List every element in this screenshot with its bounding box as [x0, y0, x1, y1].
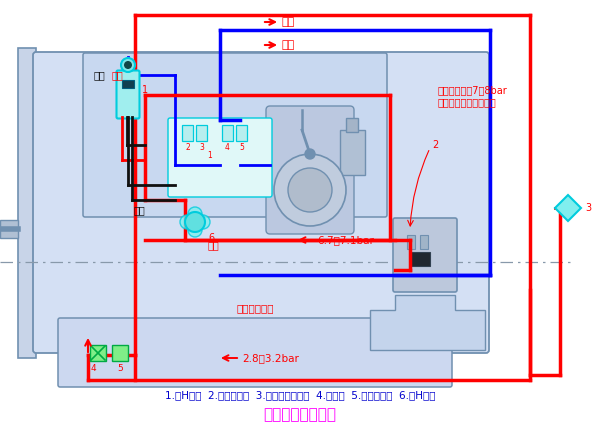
- Bar: [18, 48, 36, 358]
- FancyBboxPatch shape: [168, 118, 272, 197]
- Text: 4: 4: [90, 364, 96, 373]
- Text: 5: 5: [239, 143, 244, 152]
- Bar: [222, 125, 233, 141]
- Text: 6.7～7.1bar: 6.7～7.1bar: [317, 235, 374, 245]
- FancyBboxPatch shape: [83, 53, 387, 217]
- Text: 1: 1: [208, 151, 212, 160]
- Bar: [407, 235, 415, 249]
- Text: 2: 2: [185, 143, 190, 152]
- Circle shape: [305, 149, 315, 159]
- Bar: [420, 235, 428, 249]
- Bar: [0, 220, 18, 238]
- Circle shape: [121, 58, 135, 72]
- Polygon shape: [555, 195, 581, 221]
- Text: 2: 2: [432, 140, 438, 150]
- Circle shape: [188, 223, 202, 237]
- Bar: [90, 345, 106, 361]
- Text: 3: 3: [199, 143, 204, 152]
- Bar: [346, 118, 358, 132]
- Circle shape: [288, 168, 332, 212]
- Circle shape: [188, 207, 202, 221]
- Text: （来自汽车的储气罐）: （来自汽车的储气罐）: [438, 97, 497, 107]
- Text: 3: 3: [585, 203, 591, 213]
- Circle shape: [274, 154, 346, 226]
- Bar: [122, 80, 134, 88]
- Bar: [196, 125, 207, 141]
- FancyBboxPatch shape: [116, 71, 139, 119]
- Text: 低档: 低档: [282, 40, 295, 50]
- Text: 红色: 红色: [208, 240, 220, 250]
- Text: 2.8～3.2bar: 2.8～3.2bar: [242, 353, 299, 363]
- Text: 6: 6: [208, 233, 214, 243]
- Text: 高档: 高档: [282, 17, 295, 27]
- Bar: [182, 125, 193, 141]
- FancyBboxPatch shape: [33, 52, 489, 353]
- Bar: [410, 252, 430, 266]
- Circle shape: [196, 215, 210, 229]
- Text: 1.双H气阀  2.范围档气缸  3.空气滤清调节器  4.空气阀  5.离合器踏板  6.单H气阀: 1.双H气阀 2.范围档气缸 3.空气滤清调节器 4.空气阀 5.离合器踏板 6…: [165, 390, 435, 400]
- Circle shape: [185, 212, 205, 232]
- Circle shape: [180, 215, 194, 229]
- Text: 压缩空气入口7～8bar: 压缩空气入口7～8bar: [438, 85, 508, 95]
- Polygon shape: [370, 295, 485, 350]
- Text: 红色: 红色: [112, 70, 124, 80]
- Text: 5: 5: [117, 364, 123, 373]
- Bar: [236, 125, 247, 141]
- Text: 4: 4: [225, 143, 230, 152]
- Circle shape: [124, 61, 132, 69]
- Bar: [340, 130, 365, 175]
- FancyBboxPatch shape: [58, 318, 452, 387]
- Text: 由主机厂自备: 由主机厂自备: [236, 303, 274, 313]
- Text: 变速器气路示意图: 变速器气路示意图: [263, 407, 337, 422]
- Text: 黑色: 黑色: [133, 205, 145, 215]
- Bar: [112, 345, 128, 361]
- FancyBboxPatch shape: [393, 218, 457, 292]
- FancyBboxPatch shape: [266, 106, 354, 234]
- Text: 1: 1: [142, 85, 148, 95]
- Text: 黑色: 黑色: [93, 70, 105, 80]
